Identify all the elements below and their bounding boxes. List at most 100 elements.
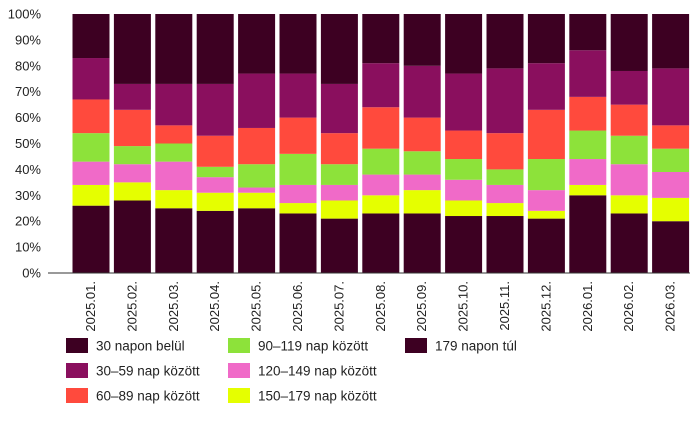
bar-segment [238,127,276,165]
y-tick-label: 50% [15,136,41,151]
legend-label: 30–59 nap között [96,364,200,379]
legend-item: 30 napon belül [66,338,185,354]
bar-segment [569,184,607,196]
legend-item: 150–179 nap között [228,388,377,404]
bars [72,14,690,273]
y-tick-label: 40% [15,162,41,177]
x-tick-label: 2025.12. [538,281,553,332]
bar-group [279,14,317,273]
legend-item: 60–89 nap között [66,388,200,404]
bar-segment [403,151,441,175]
x-tick-label: 2026.01. [580,281,595,332]
bar-segment [610,213,648,273]
bar-segment [72,133,110,162]
bar-segment [527,159,565,191]
bar-segment [445,73,483,131]
legend-label: 120–149 nap között [258,364,377,379]
legend: 30 napon belül 90–119 nap között 179 napon… [66,338,517,404]
bar-segment [610,135,648,165]
bar-segment [652,148,690,172]
bar-segment [362,195,400,214]
bar-segment [569,14,607,51]
bar-segment [445,179,483,201]
bar-segment [486,216,524,273]
bar-segment [320,14,358,84]
bar-group [238,14,276,273]
bar-segment [320,83,358,134]
bar-segment [155,190,193,209]
bar-segment [569,130,607,160]
y-tick-label: 90% [15,32,41,47]
bar-segment [320,184,358,201]
bar-group [320,14,358,273]
bar-segment [652,221,690,273]
legend-item: 179 napon túl [405,338,517,354]
bar-group [569,14,607,273]
bar-segment [445,159,483,180]
legend-swatch [228,338,250,353]
bar-segment [486,68,524,134]
bar-segment [113,14,151,84]
bar-segment [72,205,110,273]
bar-segment [527,218,565,273]
bar-group [72,14,110,273]
y-tick-label: 10% [15,240,41,255]
bar-segment [155,143,193,162]
bar-segment [403,190,441,214]
legend-label: 30 napon belül [96,339,185,354]
bar-segment [238,73,276,128]
legend-label: 179 napon túl [435,339,517,354]
bar-segment [652,197,690,222]
bar-group [527,14,565,273]
bar-segment [155,83,193,126]
bar-segment [445,14,483,74]
y-tick-label: 30% [15,188,41,203]
bar-segment [113,83,151,110]
bar-segment [569,159,607,185]
y-tick-label: 0% [22,266,41,281]
bar-group [486,14,524,273]
bar-segment [362,63,400,108]
bar-segment [238,164,276,188]
bar-group [196,14,234,273]
bar-group [113,14,151,273]
bar-segment [155,14,193,84]
bar-segment [320,133,358,165]
y-tick-label: 20% [15,214,41,229]
bar-segment [196,210,234,273]
bar-segment [362,174,400,196]
bar-segment [155,208,193,273]
bar-group [155,14,193,273]
bar-segment [403,14,441,66]
bar-segment [72,14,110,59]
y-tick-label: 80% [15,58,41,73]
legend-swatch [66,338,88,353]
y-tick-label: 60% [15,110,41,125]
bar-segment [72,99,110,134]
bar-segment [155,161,193,191]
x-tick-label: 2026.02. [621,281,636,332]
bar-segment [652,125,690,149]
y-axis-ticks: 0% 10% 20% 30% 40% 50% 60% 70% 80% 90% 100% [8,7,42,281]
bar-segment [72,58,110,100]
x-axis-labels: 2025.01. 2025.02. 2025.03. 2025.04. 2025.05.… [83,281,678,332]
bar-segment [610,14,648,71]
bar-segment [113,164,151,183]
bar-segment [320,200,358,219]
bar-segment [610,164,648,196]
x-tick-label: 2025.01. [83,281,98,332]
x-tick-label: 2026.03. [663,281,678,332]
bar-segment [486,14,524,69]
bar-segment [527,190,565,211]
bar-segment [196,83,234,136]
bar-segment [403,174,441,191]
bar-segment [279,14,317,74]
bar-segment [486,203,524,217]
bar-segment [113,182,151,201]
bar-segment [362,148,400,175]
x-tick-label: 2025.08. [373,281,388,332]
bar-segment [238,192,276,209]
bar-segment [362,107,400,149]
